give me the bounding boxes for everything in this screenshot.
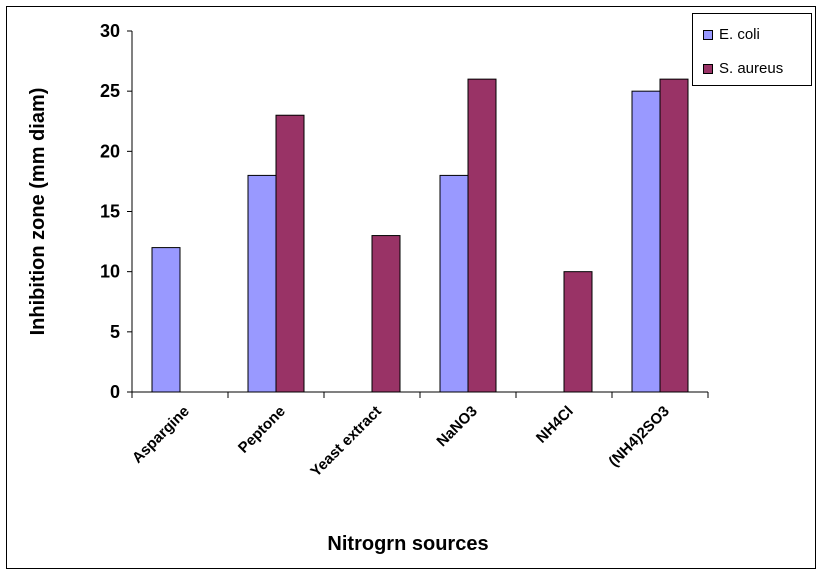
legend-label-series-2: S. aureus	[719, 60, 784, 77]
bar-yeast-extract-2	[371, 235, 401, 393]
x-tick-label: (NH4)2SO3	[605, 403, 672, 470]
bar-peptone-2	[275, 114, 305, 393]
x-tick-label: Yeast extract	[307, 403, 384, 480]
x-axis-title: Nitrogrn sources	[327, 533, 488, 555]
y-tick-label: 25	[100, 81, 120, 101]
y-tick-label: 30	[100, 21, 120, 41]
bar--nh4-2so3-1	[631, 90, 661, 393]
legend-item-series-2: S. aureus	[703, 60, 783, 77]
bar-aspargine-1	[151, 247, 181, 393]
y-tick-label: 20	[100, 141, 120, 161]
legend: E. coli S. aureus	[692, 13, 812, 86]
x-tick-label: Peptone	[235, 403, 289, 457]
x-tick-label: NaNO3	[433, 403, 480, 450]
bar-nano3-2	[467, 78, 497, 393]
bar-nh4cl-2	[563, 271, 593, 393]
legend-swatch-series-2	[703, 63, 713, 74]
y-tick-label: 0	[110, 382, 120, 402]
bar-peptone-1	[247, 174, 277, 393]
x-tick-label: NH4Cl	[533, 403, 577, 447]
y-axis-title: Inhibition zone (mm diam)	[27, 88, 49, 336]
x-tick-label: Aspargine	[129, 403, 193, 467]
chart-frame	[6, 6, 816, 569]
legend-swatch-series-1	[703, 29, 713, 40]
bar-nano3-1	[439, 174, 469, 393]
y-tick-label: 5	[110, 322, 120, 342]
y-tick-label: 15	[100, 202, 120, 222]
y-tick-label: 10	[100, 262, 120, 282]
legend-item-series-1: E. coli	[703, 26, 760, 43]
legend-label-series-1: E. coli	[719, 26, 760, 43]
bar--nh4-2so3-2	[659, 78, 689, 393]
